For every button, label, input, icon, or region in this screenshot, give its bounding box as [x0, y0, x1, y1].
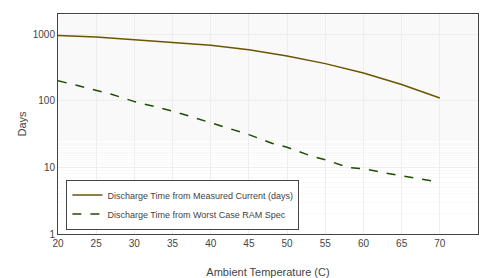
- svg-text:40: 40: [205, 238, 217, 249]
- svg-text:1000: 1000: [33, 29, 56, 40]
- svg-text:1: 1: [49, 229, 55, 240]
- svg-text:20: 20: [52, 238, 64, 249]
- svg-text:45: 45: [243, 238, 255, 249]
- svg-text:Discharge Time from Measured C: Discharge Time from Measured Current (da…: [107, 191, 293, 201]
- svg-text:60: 60: [358, 238, 370, 249]
- svg-text:50: 50: [282, 238, 294, 249]
- svg-text:Days: Days: [16, 111, 28, 137]
- svg-text:35: 35: [167, 238, 179, 249]
- svg-text:65: 65: [396, 238, 408, 249]
- svg-text:55: 55: [320, 238, 332, 249]
- svg-text:Discharge Time from Worst Case: Discharge Time from Worst Case RAM Spec: [107, 210, 285, 220]
- svg-text:10: 10: [44, 162, 56, 173]
- svg-text:Ambient Temperature (C): Ambient Temperature (C): [206, 266, 329, 278]
- svg-text:70: 70: [434, 238, 446, 249]
- svg-text:25: 25: [91, 238, 103, 249]
- svg-text:30: 30: [129, 238, 141, 249]
- svg-text:100: 100: [38, 95, 55, 106]
